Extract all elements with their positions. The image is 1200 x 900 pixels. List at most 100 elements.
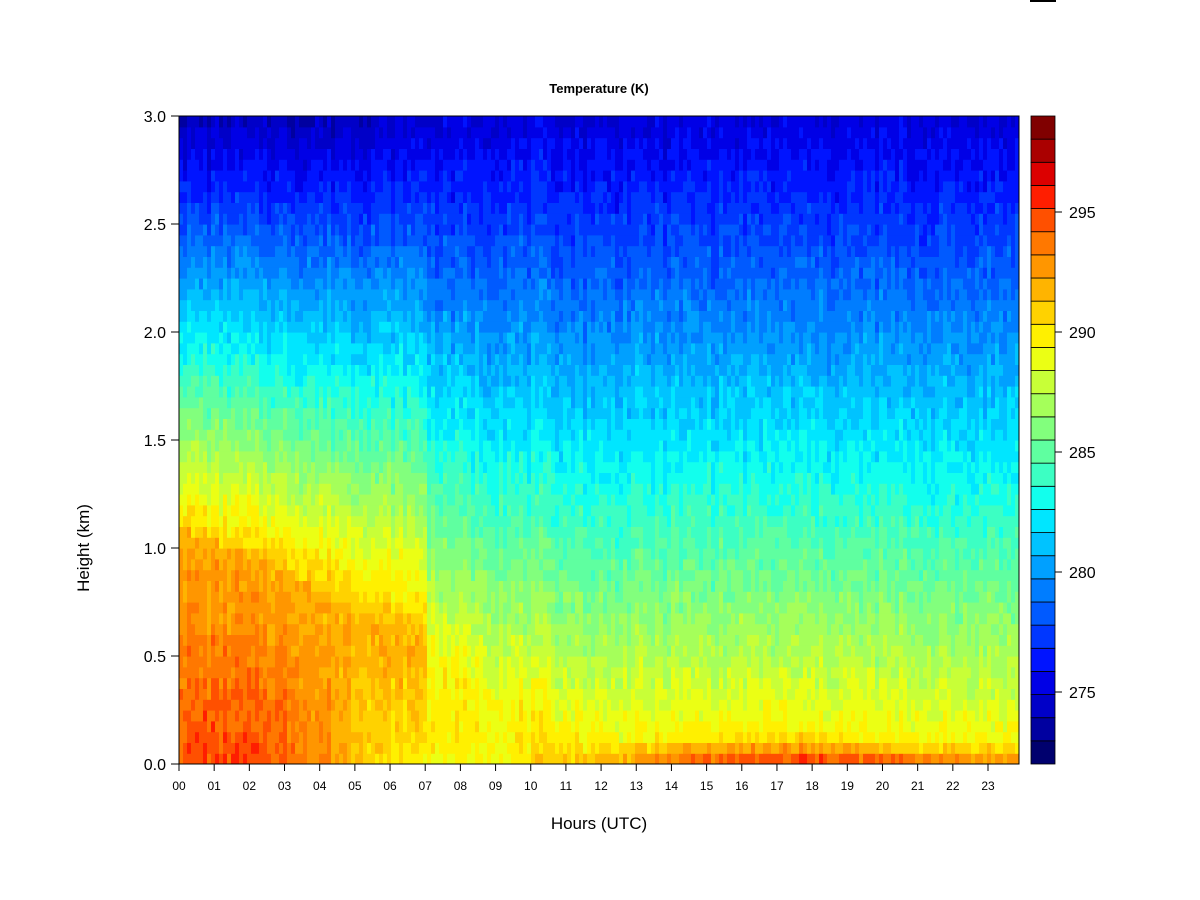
heatmap-cell xyxy=(415,180,420,193)
heatmap-cell xyxy=(331,180,336,193)
heatmap-cell xyxy=(303,332,308,344)
heatmap-cell xyxy=(239,699,244,711)
heatmap-cell xyxy=(427,677,432,689)
heatmap-cell xyxy=(367,634,372,646)
heatmap-cell xyxy=(263,677,268,689)
heatmap-cell xyxy=(503,267,508,279)
heatmap-cell xyxy=(307,623,312,635)
heatmap-cell xyxy=(347,234,352,247)
heatmap-cell xyxy=(355,483,360,495)
heatmap-cell xyxy=(475,753,480,764)
heatmap-cell xyxy=(231,191,236,203)
heatmap-cell xyxy=(219,634,224,646)
heatmap-cell xyxy=(443,710,448,722)
heatmap-cell xyxy=(195,386,200,398)
heatmap-cell xyxy=(283,429,288,441)
heatmap-cell xyxy=(271,537,276,549)
heatmap-cell xyxy=(307,710,312,722)
heatmap-cell xyxy=(283,386,288,398)
heatmap-cell xyxy=(195,753,200,764)
heatmap-cell xyxy=(191,267,196,279)
heatmap-cell xyxy=(383,569,388,581)
heatmap-cell xyxy=(383,256,388,268)
heatmap-cell xyxy=(323,580,328,592)
heatmap-cell xyxy=(219,688,224,700)
heatmap-cell xyxy=(383,148,388,160)
heatmap-cell xyxy=(503,634,508,646)
heatmap-cell xyxy=(347,720,352,733)
heatmap-cell xyxy=(255,310,260,322)
heatmap-cell xyxy=(503,504,508,517)
heatmap-cell xyxy=(435,353,440,365)
heatmap-cell xyxy=(347,526,352,538)
heatmap-cell xyxy=(487,234,492,247)
heatmap-cell xyxy=(303,364,308,376)
heatmap-cell xyxy=(495,753,500,764)
heatmap-cell xyxy=(479,267,484,279)
heatmap-cell xyxy=(499,224,504,236)
heatmap-cell xyxy=(375,407,380,419)
heatmap-cell xyxy=(263,386,268,398)
heatmap-cell xyxy=(451,742,456,754)
heatmap-cell xyxy=(231,537,236,549)
heatmap-cell xyxy=(315,126,320,139)
heatmap-cell xyxy=(395,191,400,203)
heatmap-cell xyxy=(499,450,504,463)
heatmap-cell xyxy=(319,288,324,301)
heatmap-cell xyxy=(431,213,436,225)
heatmap-cell xyxy=(435,180,440,193)
heatmap-cell xyxy=(279,710,284,722)
heatmap-cell xyxy=(451,234,456,247)
heatmap-cell xyxy=(319,634,324,646)
heatmap-cell xyxy=(451,569,456,581)
heatmap-cell xyxy=(371,699,376,711)
heatmap-cell xyxy=(387,191,392,203)
heatmap-cell xyxy=(491,126,496,139)
heatmap-cell xyxy=(471,580,476,592)
heatmap-cell xyxy=(211,288,216,301)
heatmap-cell xyxy=(403,537,408,549)
heatmap-cell xyxy=(235,710,240,722)
heatmap-cell xyxy=(439,666,444,679)
heatmap-cell xyxy=(195,699,200,711)
heatmap-cell xyxy=(343,591,348,603)
heatmap-cell xyxy=(251,191,256,203)
heatmap-cell xyxy=(215,170,220,182)
heatmap-cell xyxy=(343,396,348,409)
heatmap-cell xyxy=(343,407,348,419)
heatmap-cell xyxy=(295,159,300,171)
heatmap-cell xyxy=(343,137,348,149)
heatmap-cell xyxy=(507,634,512,646)
heatmap-cell xyxy=(423,148,428,160)
heatmap-cell xyxy=(343,159,348,171)
heatmap-cell xyxy=(191,396,196,409)
heatmap-cell xyxy=(303,342,308,355)
heatmap-cell xyxy=(471,634,476,646)
heatmap-cell xyxy=(387,742,392,754)
heatmap-cell xyxy=(375,450,380,463)
heatmap-cell xyxy=(327,116,332,128)
heatmap-cell xyxy=(343,494,348,506)
heatmap-cell xyxy=(379,483,384,495)
heatmap-cell xyxy=(283,515,288,527)
heatmap-cell xyxy=(343,288,348,301)
heatmap-cell xyxy=(287,267,292,279)
heatmap-cell xyxy=(339,191,344,203)
heatmap-cell xyxy=(419,180,424,193)
heatmap-cell xyxy=(395,332,400,344)
heatmap-cell xyxy=(235,407,240,419)
heatmap-cell xyxy=(203,656,208,668)
heatmap-cell xyxy=(227,321,232,333)
heatmap-cell xyxy=(395,440,400,452)
heatmap-cell xyxy=(479,213,484,225)
heatmap-cell xyxy=(303,548,308,560)
heatmap-cell xyxy=(367,677,372,689)
heatmap-cell xyxy=(295,612,300,625)
heatmap-cell xyxy=(359,245,364,257)
heatmap-cell xyxy=(379,731,384,743)
heatmap-cell xyxy=(343,342,348,355)
heatmap-cell xyxy=(391,666,396,679)
heatmap-cell xyxy=(483,461,488,473)
heatmap-cell xyxy=(211,224,216,236)
heatmap-cell xyxy=(407,742,412,754)
